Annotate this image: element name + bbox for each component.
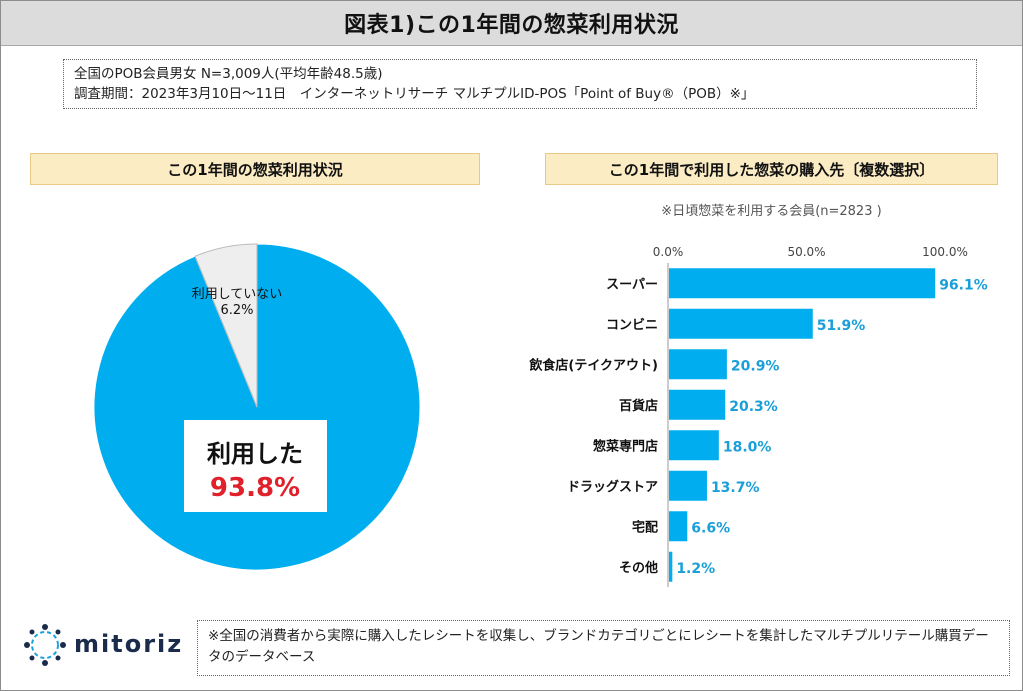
category-label: 宅配: [632, 519, 658, 535]
bar-section-title: この1年間で利用した惣菜の購入先〔複数選択〕: [545, 153, 998, 185]
bar: [669, 430, 719, 461]
category-label: その他: [619, 560, 658, 576]
category-label: 惣菜専門店: [593, 438, 658, 454]
logo-text: mitoriz: [74, 630, 184, 658]
category-label: ドラッグストア: [567, 479, 658, 495]
bar: [669, 349, 727, 380]
data-label: 18.0%: [723, 439, 772, 455]
mitoriz-logo: mitoriz: [20, 620, 190, 670]
footer-note-box: ※全国の消費者から実際に購入したレシートを収集し、ブランドカテゴリごとにレシート…: [197, 620, 1010, 676]
data-label: 6.6%: [691, 520, 730, 536]
survey-line-2: 調査期間：2023年3月10日～11日 インターネットリサーチ マルチプルID-…: [74, 86, 755, 102]
logo-mark-icon: [24, 624, 66, 666]
category-label: スーパー: [606, 277, 658, 292]
pie-label-box: [184, 420, 327, 512]
bar-sample-note: ※日頃惣菜を利用する会員(n=2823 ): [661, 204, 882, 219]
bar: [669, 268, 936, 299]
bar: [669, 470, 707, 501]
figure-title: 図表1)この1年間の惣菜利用状況: [344, 13, 679, 38]
survey-line-1: 全国のPOB会員男女 N=3,009人(平均年齢48.5歳): [74, 66, 383, 82]
x-tick-label: 100.0%: [922, 245, 968, 259]
data-label: 51.9%: [817, 318, 866, 334]
category-label: コンビニ: [606, 317, 658, 333]
pie-section-title: この1年間の惣菜利用状況: [30, 153, 480, 185]
footer-note: ※全国の消費者から実際に購入したレシートを収集し、ブランドカテゴリごとにレシート…: [208, 628, 989, 665]
data-label: 96.1%: [939, 277, 988, 293]
bar: [669, 308, 813, 339]
title-bar: 図表1)この1年間の惣菜利用状況: [1, 1, 1022, 46]
pie-value-used: 93.8%: [210, 473, 300, 503]
x-tick-label: 0.0%: [653, 245, 684, 259]
category-label: 百貨店: [619, 398, 658, 414]
pie-value-not-used: 6.2%: [220, 303, 253, 318]
pie-slice-used: [93, 243, 421, 571]
pie-label-not-used: 利用していない: [192, 287, 283, 302]
bar: [669, 551, 673, 582]
category-label: 飲食店(テイクアウト): [528, 357, 658, 373]
data-label: 20.3%: [729, 399, 778, 415]
data-label: 13.7%: [711, 480, 760, 496]
pie-slice-not-used: [194, 243, 258, 408]
bar: [669, 511, 688, 542]
data-label: 1.2%: [676, 561, 715, 577]
survey-info-box: 全国のPOB会員男女 N=3,009人(平均年齢48.5歳) 調査期間：2023…: [63, 59, 977, 109]
pie-label-used: 利用した: [207, 440, 303, 468]
x-tick-label: 50.0%: [787, 245, 825, 259]
bar: [669, 389, 726, 420]
data-label: 20.9%: [731, 358, 780, 374]
